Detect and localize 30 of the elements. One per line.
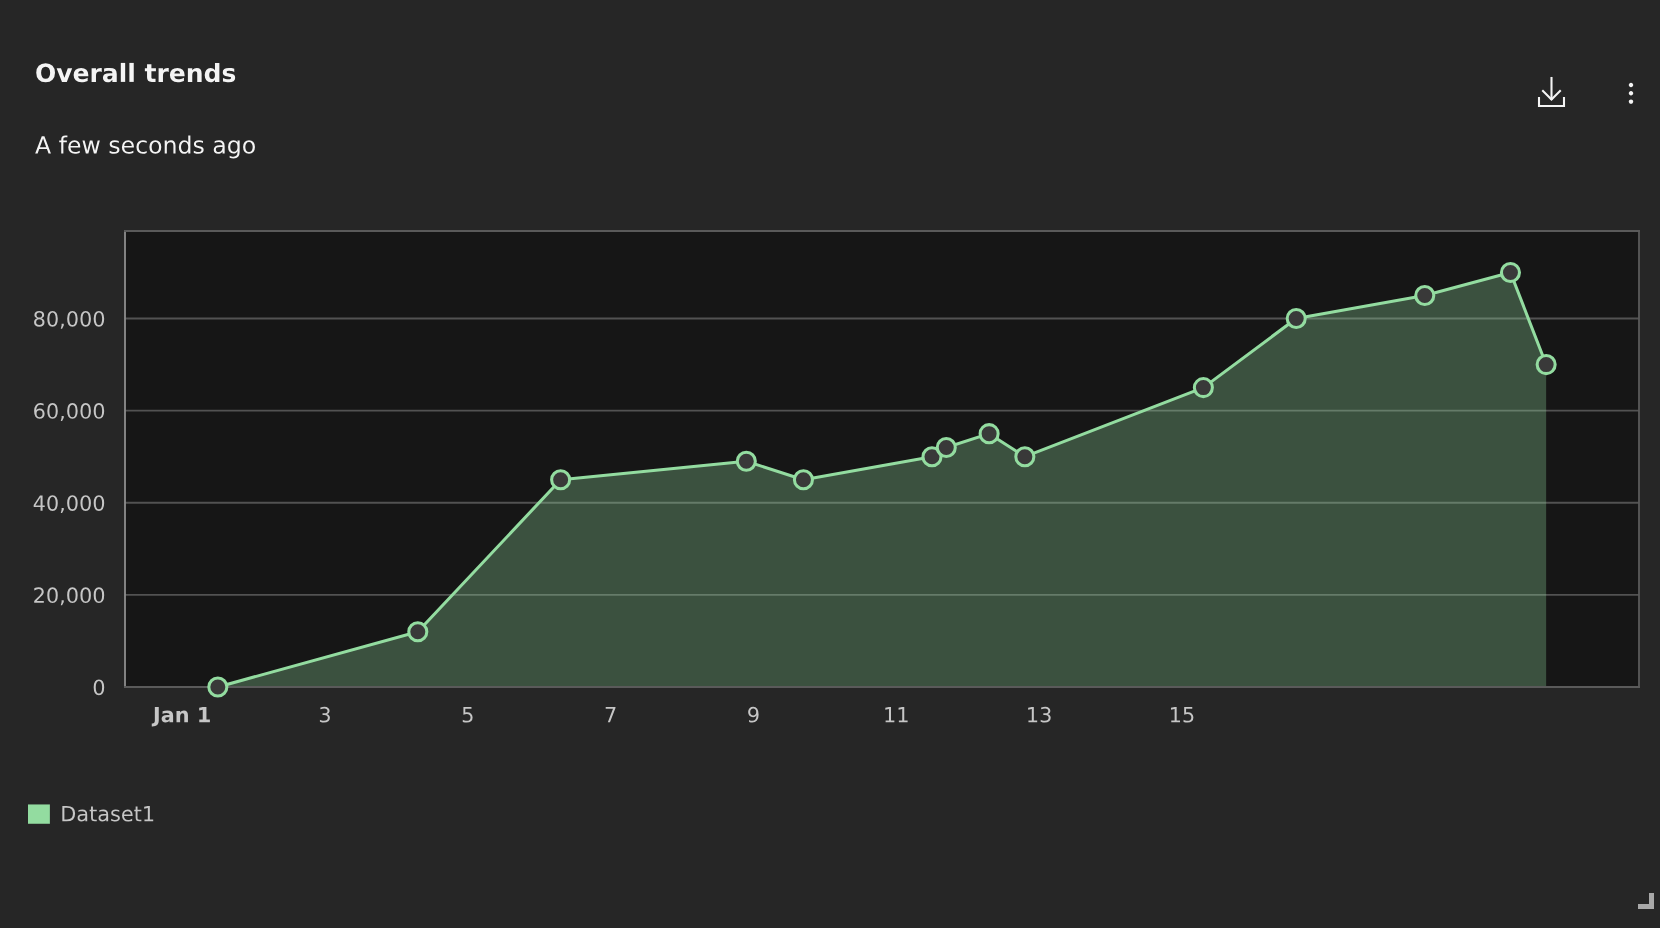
y-tick-label: 0 (93, 679, 105, 696)
point (1014, 446, 1036, 468)
point (792, 469, 814, 491)
x-tick-label: Jan 1 (151, 707, 210, 727)
point (735, 450, 757, 472)
y-tick-label: 80,000 (34, 310, 105, 329)
y-tick-label: 60,000 (34, 403, 105, 421)
point (207, 676, 229, 698)
legend-label: Dataset1 (62, 806, 154, 822)
point (935, 436, 957, 459)
x-tick-label: 15 (1170, 707, 1194, 723)
y-tick-label: 20,000 (34, 587, 105, 606)
point (1285, 307, 1307, 330)
x-tick-label: 13 (1028, 706, 1051, 723)
chart-title: Overall trends (36, 62, 236, 83)
point (550, 469, 572, 491)
x-tick-label: 11 (885, 707, 908, 723)
chart-subtitle: A few seconds ago (35, 135, 255, 159)
y-tick-label: 40,000 (33, 495, 105, 514)
point (407, 621, 429, 643)
point (1192, 377, 1214, 399)
point (1499, 261, 1522, 284)
x-tick-label: 7 (605, 707, 616, 723)
point (1414, 284, 1436, 307)
x-tick-label: 9 (748, 706, 759, 723)
point (921, 446, 943, 468)
point (1535, 354, 1557, 376)
x-tick-label: 5 (462, 707, 473, 723)
point (978, 423, 1000, 445)
x-tick-label: 3 (319, 706, 330, 723)
